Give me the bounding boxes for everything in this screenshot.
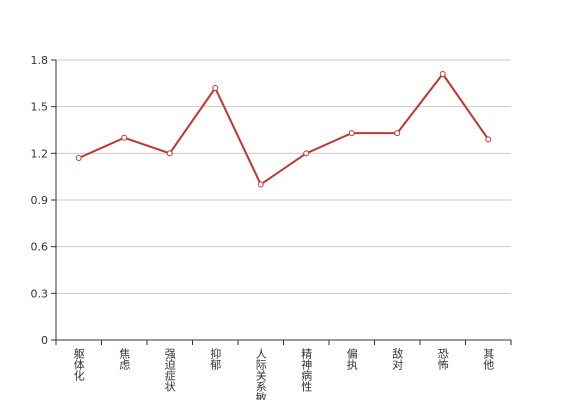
x-tick-label: 人际关系敏感 — [254, 348, 267, 400]
point — [212, 85, 219, 91]
x-tick-label: 敌对 — [391, 347, 404, 370]
x-tick-label: 其他 — [482, 348, 495, 370]
y-tick-label: 1.8 — [31, 54, 49, 67]
point — [348, 130, 355, 137]
x-tick-label: 强迫症状 — [163, 348, 176, 392]
point — [439, 71, 446, 77]
point — [166, 150, 173, 157]
y-tick-label: 1.2 — [31, 147, 49, 160]
x-tick-label: 抑郁 — [209, 347, 222, 370]
x-tick-label: 焦虑 — [118, 348, 131, 370]
point — [75, 155, 82, 161]
point — [394, 130, 401, 137]
x-tick-label: 恐怖 — [436, 348, 449, 370]
x-tick-label: 精神病性 — [300, 348, 313, 393]
x-tick-label: 偏执 — [345, 347, 358, 371]
point — [485, 136, 492, 143]
x-tick-label: 躯体化 — [72, 348, 85, 382]
point — [121, 134, 128, 141]
y-tick-label: 1.5 — [31, 101, 49, 114]
y-tick-label: 0.9 — [31, 194, 49, 207]
y-tick-label: 0.6 — [31, 241, 49, 254]
point — [303, 150, 310, 157]
y-tick-label: 0.3 — [31, 287, 49, 300]
line — [78, 72, 490, 186]
point — [257, 181, 264, 188]
y-tick-label: 0 — [41, 334, 48, 347]
